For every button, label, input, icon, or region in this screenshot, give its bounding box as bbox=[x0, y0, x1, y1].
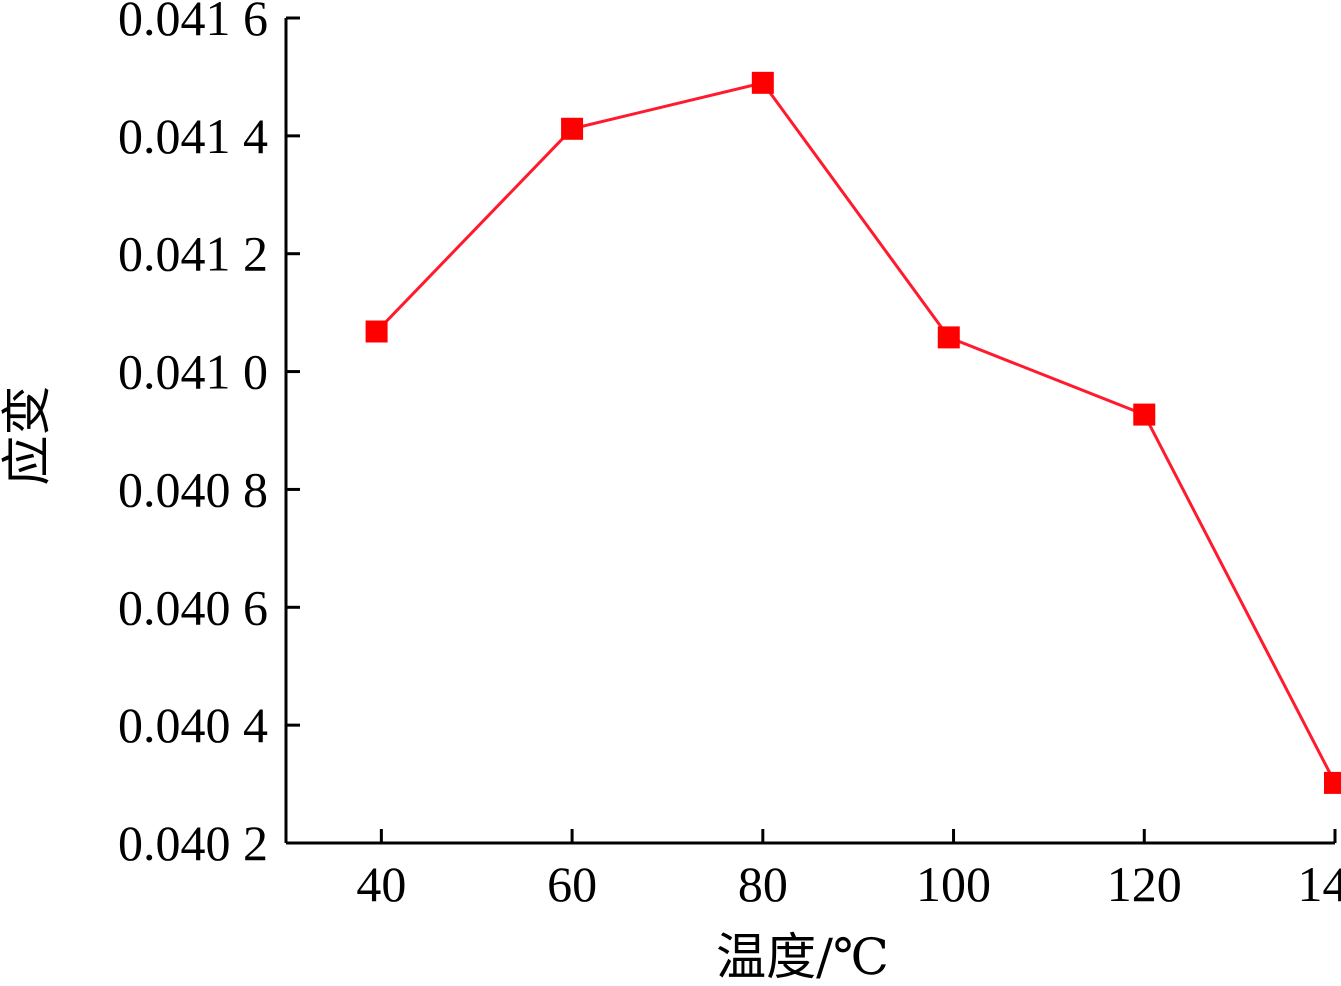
data-point-marker bbox=[561, 117, 584, 140]
x-tick-label: 140 bbox=[1298, 856, 1341, 912]
x-axis-ticks: 40 60 80 100 120 140 bbox=[356, 829, 1341, 912]
axes bbox=[284, 18, 1335, 845]
data-point-marker bbox=[365, 320, 388, 343]
y-axis-title: 应变 bbox=[0, 386, 56, 486]
data-point-marker bbox=[937, 326, 960, 349]
y-tick-label: 0.040 2 bbox=[118, 815, 268, 871]
y-tick-label: 0.041 2 bbox=[118, 226, 268, 282]
data-point-marker bbox=[751, 71, 774, 94]
series-layer bbox=[365, 71, 1341, 794]
y-tick-label: 0.040 6 bbox=[118, 579, 268, 635]
x-axis-title: 温度/℃ bbox=[716, 928, 889, 986]
y-tick-label: 0.040 8 bbox=[118, 461, 268, 517]
series-line bbox=[375, 81, 1337, 784]
y-tick-label: 0.041 0 bbox=[118, 344, 268, 400]
x-tick-label: 120 bbox=[1107, 856, 1182, 912]
x-tick-label: 40 bbox=[356, 856, 406, 912]
y-axis-ticks: 0.040 2 0.040 4 0.040 6 0.040 8 0.041 0 0.041… bbox=[118, 0, 300, 871]
x-tick-label: 60 bbox=[547, 856, 597, 912]
y-tick-label: 0.040 4 bbox=[118, 697, 268, 753]
data-point-marker bbox=[1324, 771, 1341, 794]
data-point-marker bbox=[1133, 403, 1156, 426]
x-tick-label: 80 bbox=[738, 856, 788, 912]
y-tick-label: 0.041 6 bbox=[118, 0, 268, 46]
x-tick-label: 100 bbox=[916, 856, 991, 912]
y-tick-label: 0.041 4 bbox=[118, 108, 268, 164]
